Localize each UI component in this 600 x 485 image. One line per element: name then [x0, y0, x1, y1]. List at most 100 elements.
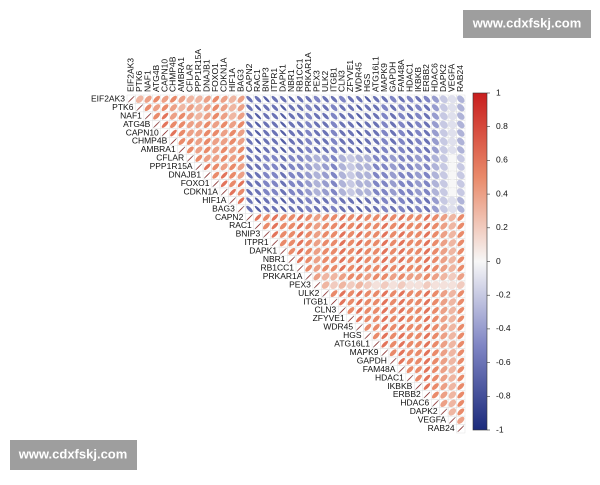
correlation-ellipse [288, 205, 296, 213]
column-label: ATG4B [151, 64, 161, 92]
correlation-ellipse [228, 95, 237, 103]
correlation-ellipse [457, 366, 465, 374]
correlation-ellipse [431, 264, 439, 272]
correlation-ellipse [372, 138, 380, 145]
correlation-ellipse [398, 290, 405, 297]
correlation-ellipse [338, 179, 347, 188]
correlation-ellipse [431, 357, 439, 365]
correlation-ellipse [356, 298, 363, 306]
correlation-ellipse [161, 112, 169, 120]
row-label: VEGFA [418, 415, 447, 425]
correlation-ellipse [161, 104, 169, 112]
correlation-ellipse [364, 104, 372, 112]
colorbar-tick-label: -0.4 [496, 323, 511, 333]
correlation-ellipse [406, 349, 414, 357]
correlation-ellipse [457, 290, 465, 298]
correlation-ellipse [389, 171, 397, 179]
correlation-ellipse [457, 323, 465, 331]
correlation-ellipse [457, 315, 465, 323]
correlation-ellipse [305, 171, 313, 179]
correlation-ellipse [330, 222, 338, 230]
correlation-ellipse [439, 188, 448, 197]
correlation-ellipse [440, 332, 448, 340]
correlation-ellipse [431, 129, 440, 137]
correlation-ellipse [389, 281, 398, 290]
correlation-ellipse [305, 239, 313, 247]
correlation-ellipse [364, 121, 372, 128]
correlation-ellipse [313, 230, 321, 239]
correlation-ellipse [381, 256, 389, 264]
correlation-ellipse [398, 273, 406, 281]
correlation-ellipse [271, 214, 279, 221]
correlation-ellipse [263, 146, 270, 154]
correlation-ellipse [448, 145, 457, 155]
correlation-ellipse [347, 205, 355, 213]
correlation-ellipse [237, 121, 245, 129]
correlation-ellipse [389, 323, 397, 331]
correlation-ellipse [406, 197, 414, 204]
correlation-ellipse [431, 171, 440, 180]
row-label: HDAC1 [375, 372, 404, 382]
correlation-ellipse [457, 391, 465, 399]
correlation-ellipse [186, 112, 194, 120]
correlation-ellipse [296, 104, 304, 112]
correlation-ellipse [170, 121, 177, 129]
correlation-ellipse [347, 281, 355, 290]
correlation-ellipse [296, 256, 304, 264]
correlation-ellipse [220, 104, 228, 112]
correlation-ellipse [338, 171, 347, 180]
correlation-ellipse [254, 129, 262, 137]
correlation-ellipse [414, 180, 423, 188]
correlation-ellipse [322, 121, 329, 128]
correlation-ellipse [389, 188, 397, 196]
correlation-ellipse [389, 298, 397, 306]
correlation-ellipse [296, 197, 304, 204]
correlation-ellipse [313, 95, 321, 103]
correlation-ellipse [423, 154, 431, 162]
correlation-ellipse [448, 408, 457, 416]
correlation-ellipse [296, 205, 304, 213]
correlation-ellipse [220, 163, 228, 171]
correlation-ellipse [263, 112, 270, 120]
correlation-ellipse [347, 239, 355, 247]
correlation-ellipse [389, 146, 397, 154]
correlation-ellipse [229, 197, 236, 204]
correlation-ellipse [356, 315, 363, 323]
correlation-ellipse [372, 332, 380, 340]
correlation-ellipse [356, 121, 363, 128]
correlation-ellipse [440, 289, 448, 298]
correlation-ellipse [322, 95, 329, 103]
correlation-ellipse [355, 154, 364, 163]
correlation-ellipse [414, 154, 423, 162]
row-label: HGS [343, 330, 362, 340]
correlation-ellipse [296, 154, 304, 162]
correlation-ellipse [364, 298, 372, 306]
correlation-ellipse [271, 180, 279, 188]
correlation-ellipse [296, 239, 304, 247]
correlation-ellipse [313, 213, 321, 222]
correlation-ellipse [457, 129, 465, 137]
correlation-ellipse [457, 103, 465, 112]
column-label: PPP1R15A [193, 49, 203, 92]
column-label: NBR1 [286, 69, 296, 92]
correlation-ellipse [415, 95, 422, 103]
correlation-ellipse [364, 138, 372, 145]
correlation-ellipse [448, 137, 457, 146]
correlation-ellipse [144, 104, 152, 112]
colorbar-tick-label: 1 [496, 87, 501, 97]
correlation-ellipse [280, 146, 287, 154]
correlation-ellipse [423, 205, 431, 213]
correlation-ellipse [288, 188, 296, 196]
correlation-ellipse [313, 138, 321, 145]
correlation-ellipse [389, 154, 397, 162]
column-label: WDR45 [354, 62, 364, 92]
correlation-ellipse [279, 155, 287, 162]
colorbar-tick-label: -0.6 [496, 357, 511, 367]
correlation-ellipse [330, 95, 338, 103]
correlation-ellipse [414, 281, 423, 290]
correlation-ellipse [457, 196, 465, 205]
row-label: NBR1 [263, 254, 286, 264]
correlation-ellipse [423, 121, 431, 128]
correlation-ellipse [440, 298, 448, 306]
correlation-ellipse [153, 112, 161, 120]
